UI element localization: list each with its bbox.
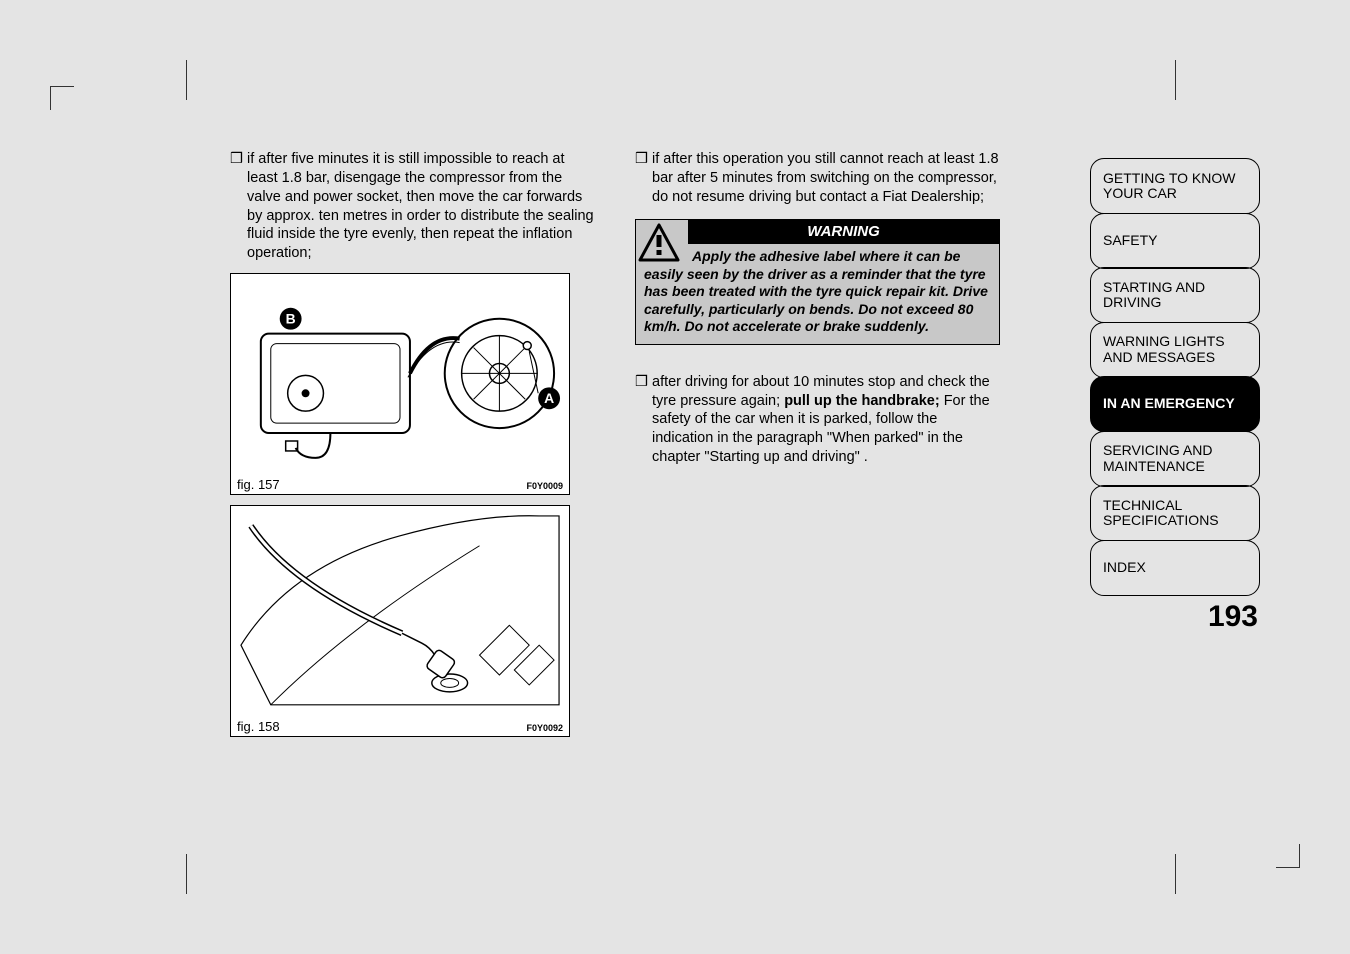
tab-index[interactable]: INDEX [1090,540,1260,596]
bullet-icon: ❒ [635,150,648,207]
crop-mark [50,86,74,110]
figure-157: A B fig. 157 F0Y0009 [230,273,570,495]
tab-servicing[interactable]: SERVICING AND MAINTENANCE [1090,431,1260,487]
figure-158: fig. 158 F0Y0092 [230,505,570,737]
bullet-icon: ❒ [635,373,648,467]
figure-caption: fig. 158 [237,719,280,734]
left-column: ❒ if after five minutes it is still impo… [230,150,595,737]
warning-title: WARNING [688,220,999,245]
crop-mark [1276,844,1300,868]
main-content: ❒ if after five minutes it is still impo… [230,150,1000,737]
warning-icon [638,222,680,264]
right-column: ❒ if after this operation you still cann… [635,150,1000,737]
text-bold: pull up the handbrake; [784,393,939,409]
figure-code: F0Y0009 [526,481,563,491]
tab-technical[interactable]: TECHNICAL SPECIFICATIONS [1090,485,1260,541]
tab-getting-to-know[interactable]: GETTING TO KNOW YOUR CAR [1090,158,1260,214]
crop-mark [1175,854,1176,894]
warning-box: WARNING Apply the adhesive label where i… [635,219,1000,345]
bullet-icon: ❒ [230,150,243,263]
crop-mark [1175,60,1176,100]
crop-mark [186,854,187,894]
paragraph: ❒ if after five minutes it is still impo… [230,150,595,263]
section-tabs: GETTING TO KNOW YOUR CAR SAFETY STARTING… [1090,158,1260,634]
tab-starting-driving[interactable]: STARTING AND DRIVING [1090,267,1260,323]
manual-page: ❒ if after five minutes it is still impo… [0,0,1350,954]
paragraph-text: if after this operation you still cannot… [652,150,1000,207]
paragraph-text: after driving for about 10 minutes stop … [652,373,1000,467]
tab-warning-lights[interactable]: WARNING LIGHTS AND MESSAGES [1090,322,1260,378]
paragraph: ❒ after driving for about 10 minutes sto… [635,373,1000,467]
tab-safety[interactable]: SAFETY [1090,213,1260,269]
svg-text:A: A [544,390,554,406]
figure-caption: fig. 157 [237,477,280,492]
page-number: 193 [1090,594,1260,634]
figure-158-drawing [231,506,569,715]
figure-157-drawing: A B [231,274,569,473]
crop-mark [186,60,187,100]
tab-emergency[interactable]: IN AN EMERGENCY [1090,376,1260,432]
paragraph: ❒ if after this operation you still cann… [635,150,1000,207]
svg-text:B: B [286,311,296,327]
figure-code: F0Y0092 [526,723,563,733]
paragraph-text: if after five minutes it is still imposs… [247,150,595,263]
